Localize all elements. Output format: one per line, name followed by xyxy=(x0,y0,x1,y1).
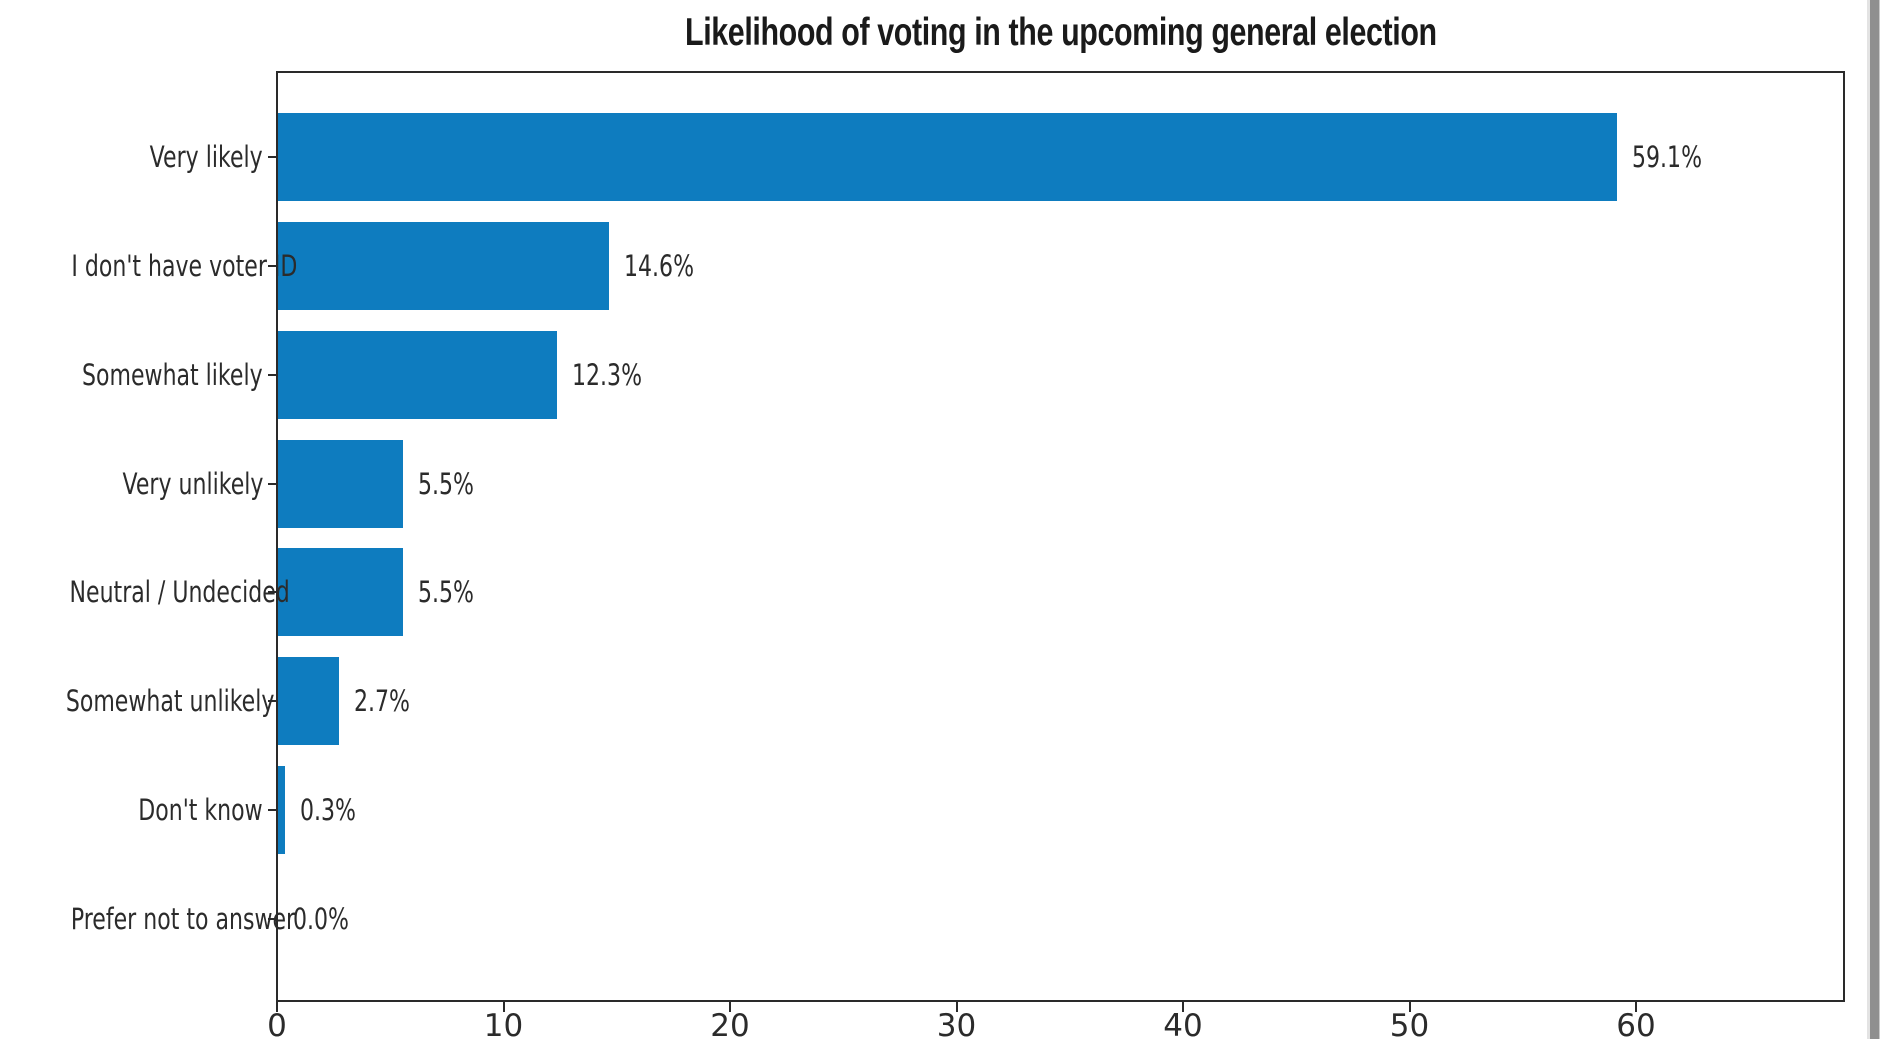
x-tick-mark xyxy=(1408,1002,1411,1012)
value-label: 0.3% xyxy=(300,792,374,828)
x-tick-mark xyxy=(729,1002,731,1012)
x-tick-mark xyxy=(1182,1002,1184,1012)
y-tick-mark xyxy=(268,373,277,376)
value-label-text: 0.0% xyxy=(293,901,350,936)
category-label: Very unlikely xyxy=(0,466,263,502)
value-label-text: 59.1% xyxy=(1631,140,1702,174)
x-tick-label: 60 xyxy=(1616,1008,1656,1039)
category-label-text: Prefer not to answer xyxy=(70,901,296,936)
category-label: Prefer not to answer xyxy=(0,901,295,937)
bar-i-don-t-have-voter-id xyxy=(278,221,609,310)
category-label-text: Very likely xyxy=(150,140,263,174)
bar-somewhat-likely xyxy=(278,330,557,419)
chart-title-text: Likelihood of voting in the upcoming gen… xyxy=(684,11,1437,54)
value-label-text: 5.5% xyxy=(417,466,474,501)
category-label-text: Somewhat likely xyxy=(82,357,263,392)
y-tick-mark xyxy=(268,156,277,158)
value-label: 5.5% xyxy=(418,466,492,502)
category-label: Somewhat unlikely xyxy=(0,683,275,719)
x-tick-label: 20 xyxy=(710,1008,750,1039)
value-label-text: 5.5% xyxy=(417,575,474,610)
value-label-text: 12.3% xyxy=(571,357,642,392)
value-label-text: 0.3% xyxy=(299,793,356,828)
x-tick-mark xyxy=(955,1002,958,1012)
plot-area xyxy=(276,71,1845,1002)
category-label-text: Somewhat unlikely xyxy=(65,684,275,719)
x-tick-label: 50 xyxy=(1389,1008,1430,1039)
bar-somewhat-unlikely xyxy=(278,657,340,746)
value-label-text: 2.7% xyxy=(354,684,411,719)
x-tick-mark xyxy=(502,1002,505,1012)
value-label: 2.7% xyxy=(354,683,428,719)
x-tick-label: 10 xyxy=(483,1008,524,1039)
bar-don-t-know xyxy=(278,766,285,855)
category-label: Very likely xyxy=(0,139,263,175)
category-label: Neutral / Undecided xyxy=(0,574,290,610)
value-label: 5.5% xyxy=(418,574,492,610)
x-tick-label: 0 xyxy=(267,1008,287,1039)
category-label-text: Very unlikely xyxy=(122,466,263,501)
category-label: Somewhat likely xyxy=(0,357,263,393)
y-tick-mark xyxy=(268,482,277,485)
chart-title: Likelihood of voting in the upcoming gen… xyxy=(276,4,1845,62)
bar-very-unlikely xyxy=(278,439,403,528)
vertical-scrollbar[interactable] xyxy=(1866,0,1880,1039)
x-tick-mark xyxy=(1635,1002,1637,1012)
y-tick-mark xyxy=(268,264,277,267)
x-tick-label: 30 xyxy=(936,1008,977,1039)
y-tick-mark xyxy=(268,591,277,594)
category-label: I don't have voter ID xyxy=(0,248,297,284)
value-label: 12.3% xyxy=(572,357,664,393)
category-label-text: I don't have voter ID xyxy=(71,248,298,283)
value-label: 59.1% xyxy=(1632,139,1724,175)
x-tick-mark xyxy=(276,1002,278,1012)
category-label-text: Don't know xyxy=(138,793,263,828)
value-label: 0.0% xyxy=(293,901,367,937)
y-tick-mark xyxy=(268,700,277,703)
y-tick-mark xyxy=(268,917,277,920)
category-label-text: Neutral / Undecided xyxy=(69,575,290,610)
y-tick-mark xyxy=(268,809,277,812)
value-label-text: 14.6% xyxy=(623,248,694,283)
category-label: Don't know xyxy=(0,792,263,828)
x-tick-label: 40 xyxy=(1163,1008,1203,1039)
value-label: 14.6% xyxy=(624,248,716,284)
bar-neutral-undecided xyxy=(278,548,403,637)
bar-very-likely xyxy=(278,113,1617,201)
